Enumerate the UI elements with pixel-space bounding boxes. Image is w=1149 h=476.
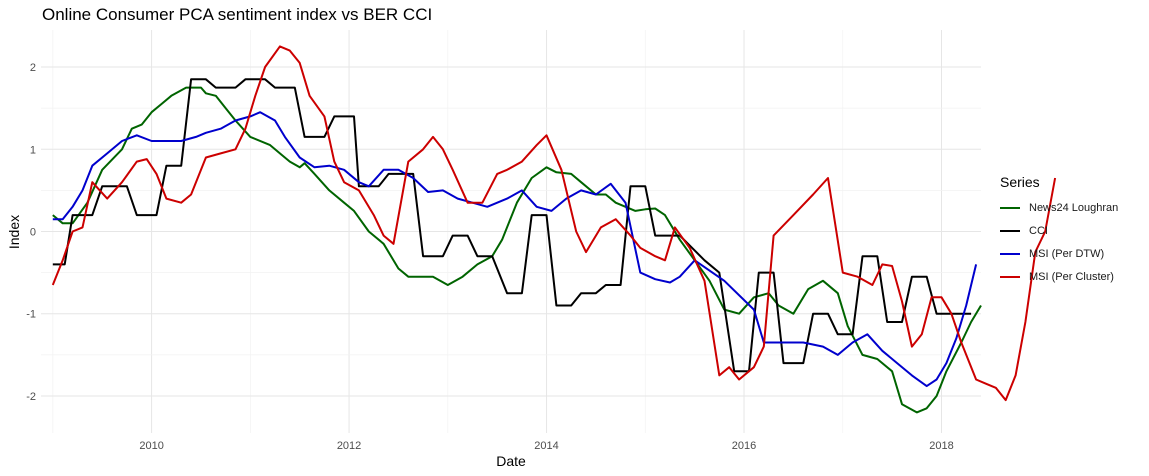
- y-tick-label: 1: [30, 144, 36, 156]
- legend-key: [1000, 229, 1020, 232]
- x-tick-label: 2014: [534, 440, 558, 452]
- y-tick-label: -1: [26, 309, 36, 321]
- legend-label: News24 Loughran: [1029, 201, 1119, 214]
- series-lines: [51, 45, 1057, 414]
- y-tick-label: 0: [30, 227, 36, 239]
- legend-label: MSI (Per Cluster): [1029, 270, 1114, 283]
- series-line-0: [52, 86, 982, 414]
- legend-items: News24 Loughran CCI MSI (Per DTW) MSI (Per …: [1000, 196, 1118, 288]
- x-tick-label: 2016: [732, 440, 756, 452]
- legend-title: Series: [1000, 174, 1040, 190]
- series-line-1: [52, 78, 972, 373]
- legend-key: [1000, 275, 1020, 278]
- legend-item: MSI (Per DTW): [1000, 242, 1118, 265]
- x-axis-title: Date: [496, 453, 526, 469]
- x-tick-label: 2018: [929, 440, 953, 452]
- legend-label: CCI: [1029, 224, 1048, 237]
- chart-title: Online Consumer PCA sentiment index vs B…: [42, 5, 433, 24]
- legend-item: News24 Loughran: [1000, 196, 1118, 219]
- y-tick-label: -2: [26, 391, 36, 403]
- legend-item: MSI (Per Cluster): [1000, 265, 1118, 288]
- x-tick-label: 2012: [337, 440, 361, 452]
- tick-labels: 2010 2012 2014 2016 2018 -2 -1 0 1 2: [26, 62, 954, 452]
- legend-item: CCI: [1000, 219, 1118, 242]
- y-tick-label: 2: [30, 62, 36, 74]
- legend-key: [1000, 206, 1020, 209]
- grid-lines: [41, 30, 981, 433]
- legend-key: [1000, 252, 1020, 255]
- x-tick-label: 2010: [139, 440, 163, 452]
- series-line-2: [52, 111, 978, 388]
- legend-label: MSI (Per DTW): [1029, 247, 1105, 260]
- y-axis-title: Index: [6, 215, 22, 249]
- series-line-3: [51, 45, 1057, 402]
- legend: Series News24 Loughran CCI MSI (Per DTW) MS…: [1000, 174, 1118, 288]
